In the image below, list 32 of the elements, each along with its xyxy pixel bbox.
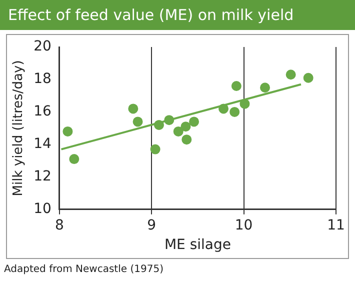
point <box>303 72 314 83</box>
y-tick-label: 14 <box>34 136 52 152</box>
point <box>128 104 138 114</box>
point <box>230 106 240 117</box>
point <box>69 154 80 164</box>
point <box>218 104 229 114</box>
chart-title: Effect of feed value (ME) on milk yield <box>0 0 355 30</box>
point <box>173 126 184 136</box>
point <box>164 115 174 126</box>
point <box>62 126 73 136</box>
y-tick-label: 20 <box>34 38 52 55</box>
x-tick-label: 8 <box>54 217 64 234</box>
x-axis-title: ME silage <box>164 237 231 254</box>
point <box>240 98 250 109</box>
y-tick-label: 18 <box>34 71 52 88</box>
text: Adapted from Newcastle (1975) <box>3 263 164 275</box>
point <box>132 116 143 127</box>
point <box>231 80 242 91</box>
y-axis-title: Milk yield (litres/day) <box>11 60 26 196</box>
y-tick-label: 12 <box>34 168 52 185</box>
point <box>260 82 270 93</box>
x-tick-label: 11 <box>327 217 345 234</box>
y-tick-label: 10 <box>34 201 52 218</box>
point <box>180 122 191 132</box>
point <box>182 134 192 145</box>
y-tick-label: 16 <box>34 104 52 120</box>
x-tick-label: 9 <box>147 217 156 234</box>
point <box>286 70 296 80</box>
point <box>154 120 164 130</box>
point <box>150 144 160 154</box>
x-tick-label: 10 <box>234 217 253 234</box>
point <box>189 116 200 127</box>
